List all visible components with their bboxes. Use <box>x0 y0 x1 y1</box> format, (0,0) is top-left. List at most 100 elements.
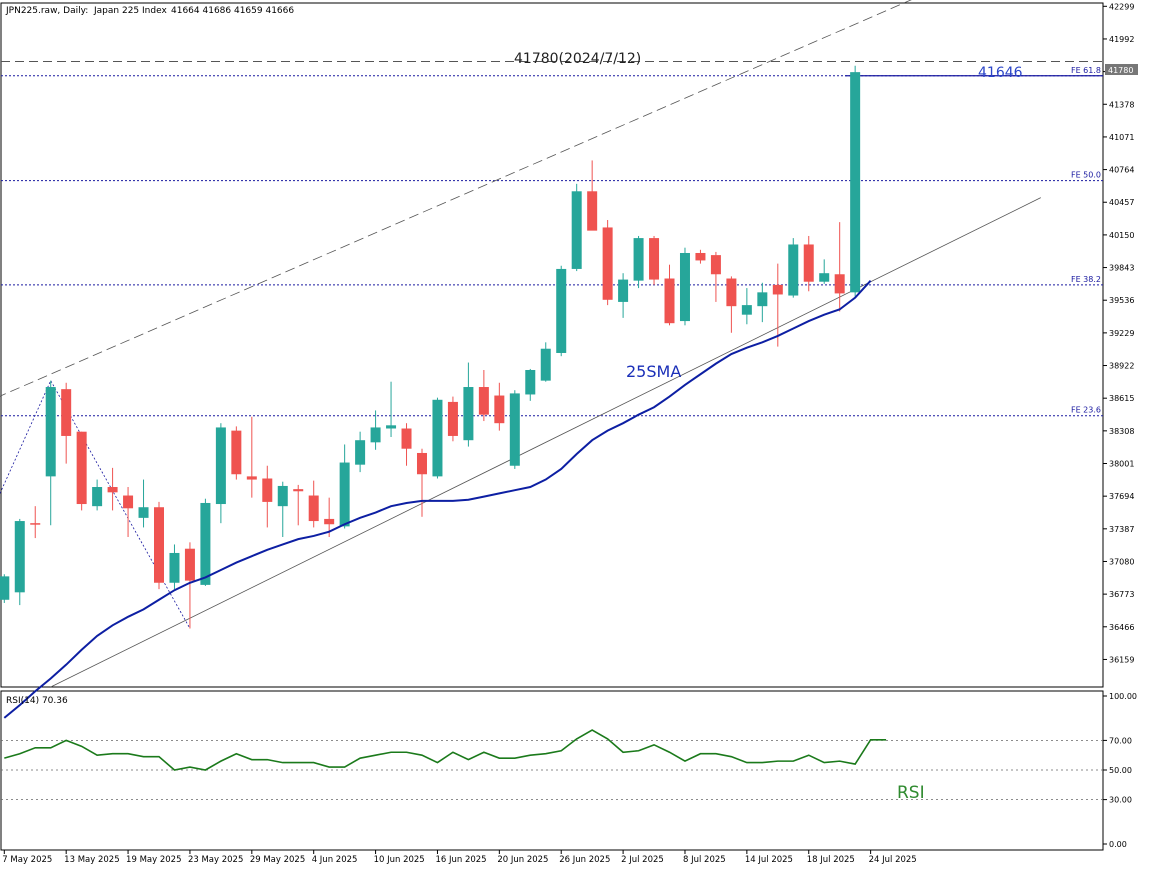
fib-level-label: FE 23.6 <box>1071 406 1101 415</box>
candle <box>262 465 273 528</box>
candle-body <box>14 521 25 593</box>
candle <box>386 381 397 438</box>
candle-body <box>30 523 41 525</box>
header-name: Japan 225 Index <box>93 6 167 16</box>
candle <box>587 160 598 231</box>
candle-body <box>293 489 304 492</box>
candle-body <box>618 279 629 302</box>
sma25-line <box>3 279 872 719</box>
candle <box>277 481 288 538</box>
date-tick-label: 18 Jul 2025 <box>807 855 855 865</box>
candle <box>819 259 830 284</box>
candle-body <box>262 478 273 502</box>
date-tick-label: 4 Jun 2025 <box>312 855 358 865</box>
candle-body <box>571 191 582 269</box>
price-tick-label: 42299 <box>1109 2 1134 11</box>
candle-body <box>76 431 87 505</box>
candle <box>741 288 752 325</box>
price-tick-label: 38615 <box>1109 394 1134 403</box>
candle <box>788 238 799 298</box>
candle-body <box>556 268 567 353</box>
candle <box>649 235 660 285</box>
candle <box>772 263 783 347</box>
candle-body <box>819 273 830 282</box>
date-tick-label: 10 Jun 2025 <box>374 855 425 865</box>
candle <box>726 276 737 333</box>
fib-level-label: FE 38.2 <box>1071 275 1101 284</box>
candle <box>45 380 56 526</box>
candle-body <box>324 518 335 525</box>
candle <box>200 498 211 586</box>
rsi-tick-label: 50.00 <box>1109 766 1132 775</box>
date-tick-label: 13 May 2025 <box>64 855 119 865</box>
candle <box>231 426 242 480</box>
candle <box>215 423 226 524</box>
candle <box>138 479 149 528</box>
channel-lower-line <box>50 197 1041 688</box>
candle <box>154 501 164 590</box>
date-tick-label: 29 May 2025 <box>250 855 305 865</box>
candle-body <box>154 507 164 583</box>
date-tick-label: 8 Jul 2025 <box>683 855 726 865</box>
candle-body <box>509 393 520 466</box>
candle-body <box>447 401 458 436</box>
candle-body <box>231 430 242 475</box>
candle-body <box>726 278 737 307</box>
swing-line <box>0 379 191 629</box>
candle-body <box>0 576 10 600</box>
candle <box>324 497 335 538</box>
candle-body <box>45 387 56 477</box>
rsi-title: RSI(14) 70.36 <box>6 696 68 706</box>
candle-body <box>61 389 72 436</box>
candle-body <box>478 387 489 415</box>
candle <box>123 487 134 538</box>
header-symbol: JPN225.raw, Daily: <box>5 6 88 16</box>
candle <box>633 235 644 289</box>
rsi-tick-label: 100.00 <box>1109 692 1137 701</box>
candle-body <box>772 284 783 295</box>
date-tick-label: 24 Jul 2025 <box>869 855 917 865</box>
price-tick-label: 40150 <box>1109 231 1134 240</box>
candle <box>355 431 366 473</box>
candle-body <box>710 255 721 275</box>
candle <box>618 273 629 318</box>
candle <box>556 265 567 357</box>
price-tick-label: 39843 <box>1109 264 1134 273</box>
candle <box>509 390 520 469</box>
candle-body <box>200 502 211 585</box>
candle-body <box>401 428 412 449</box>
candle-body <box>277 485 288 507</box>
candle <box>447 396 458 442</box>
candle <box>76 431 87 511</box>
candle-body <box>540 348 551 381</box>
rsi-panel-frame <box>0 690 1104 851</box>
price-tick-label: 41378 <box>1109 100 1134 109</box>
price-tick-label: 36773 <box>1109 590 1134 599</box>
candle-body <box>679 252 690 322</box>
date-tick-label: 19 May 2025 <box>126 855 181 865</box>
fib-level-label: FE 50.0 <box>1071 171 1101 180</box>
candle <box>401 423 412 466</box>
price-tick-label: 39536 <box>1109 296 1134 305</box>
price-tick-label: 37080 <box>1109 557 1134 566</box>
candle <box>494 382 505 431</box>
last-price-annotation: 41646 <box>978 65 1023 81</box>
fib-level-label: FE 61.8 <box>1071 66 1101 75</box>
candle <box>107 467 118 511</box>
candle <box>184 542 195 629</box>
candle <box>0 574 10 603</box>
rsi-line <box>4 729 887 771</box>
candle-body <box>432 399 443 477</box>
candle-body <box>494 395 505 424</box>
candle-body <box>92 487 103 507</box>
price-tick-label: 39229 <box>1109 329 1134 338</box>
candle-body <box>695 252 706 261</box>
header-ohlc: 41664 41686 41659 41666 <box>171 6 294 16</box>
candle <box>757 282 768 323</box>
price-panel-frame <box>0 2 1104 688</box>
candle <box>370 410 381 450</box>
candle <box>463 362 474 447</box>
candle <box>14 518 25 606</box>
sma-annotation: 25SMA <box>626 362 681 381</box>
